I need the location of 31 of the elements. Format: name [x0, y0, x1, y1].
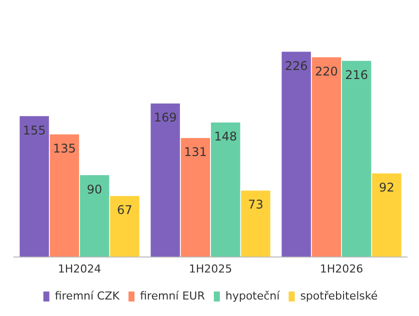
bar — [80, 175, 110, 257]
data-label: 90 — [86, 182, 102, 196]
bar — [342, 60, 372, 257]
data-label: 169 — [154, 110, 177, 125]
legend-label: firemní EUR — [140, 289, 206, 302]
data-label: 135 — [52, 141, 76, 156]
data-label: 226 — [284, 58, 308, 73]
data-label: 216 — [345, 68, 368, 82]
bar — [150, 103, 180, 257]
bar — [50, 134, 80, 257]
x-tick-label: 1H2025 — [188, 262, 232, 276]
data-label: 92 — [379, 180, 394, 194]
x-tick-label: 1H2024 — [58, 262, 102, 276]
bar — [282, 52, 311, 257]
x-tick-label: 1H2026 — [320, 262, 364, 276]
bar — [210, 122, 240, 257]
data-label: 155 — [22, 123, 46, 138]
bar — [110, 196, 140, 257]
bar — [372, 173, 402, 257]
data-label: 148 — [214, 130, 238, 144]
bar — [20, 116, 49, 257]
data-label: 73 — [248, 198, 264, 212]
data-label: 220 — [314, 64, 338, 78]
legend-label: spotřebitelské — [300, 289, 378, 302]
data-label: 67 — [117, 203, 132, 218]
legend-label: hypoteční — [225, 289, 281, 302]
bar — [180, 138, 210, 257]
bar — [241, 190, 270, 257]
bar — [312, 57, 342, 257]
data-label: 131 — [184, 145, 207, 160]
legend-label: firemní CZK — [54, 289, 120, 302]
